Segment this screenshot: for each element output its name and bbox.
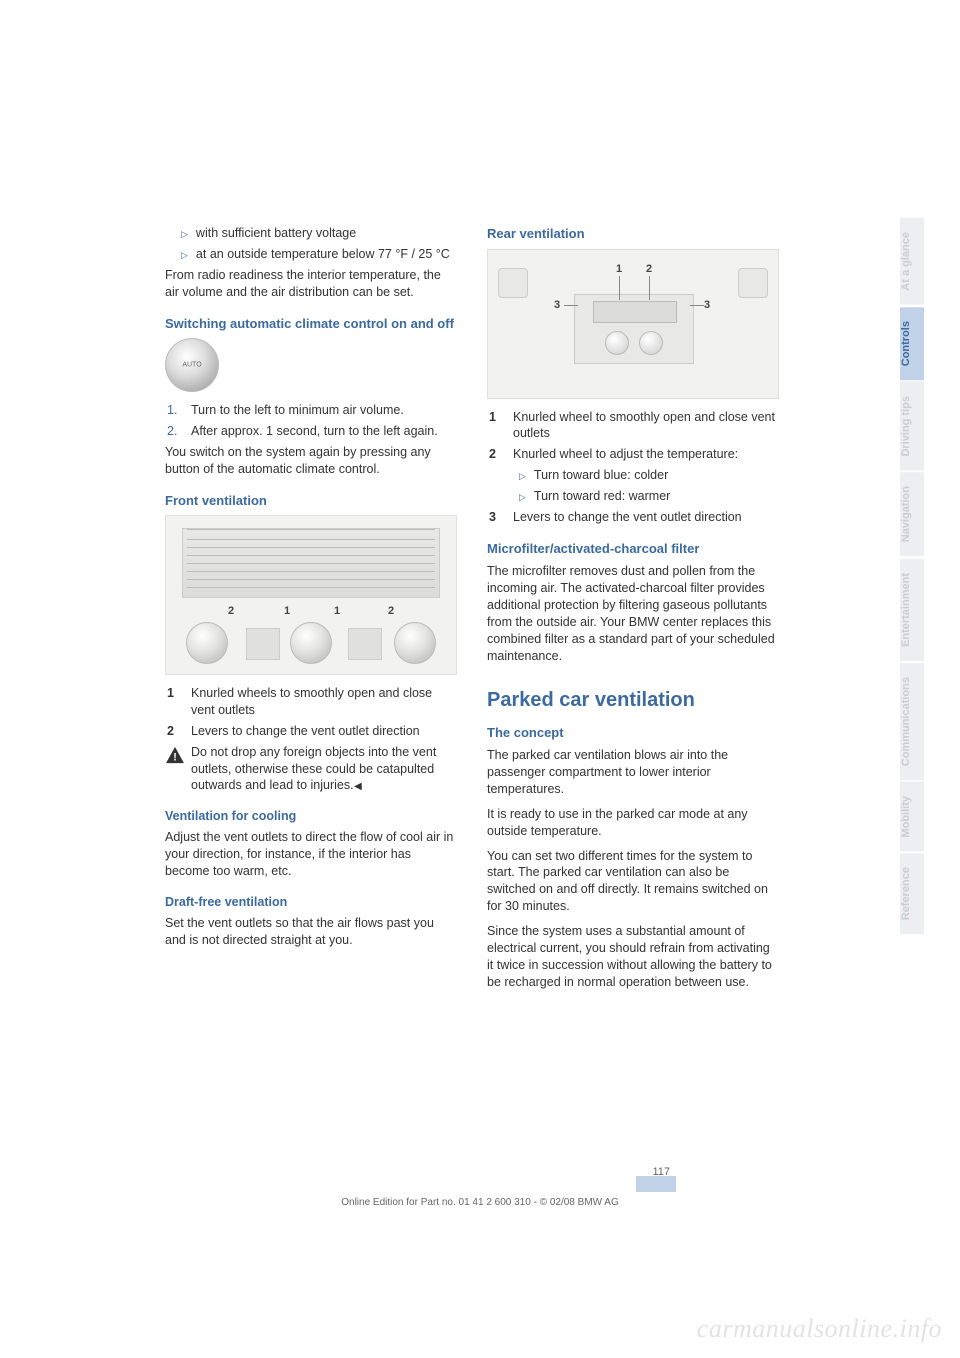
subheading: Rear ventilation (487, 225, 779, 243)
figure-label: 2 (646, 262, 652, 277)
legend-text: Levers to change the vent outlet directi… (513, 509, 742, 526)
bullet-item: ▷ with sufficient battery voltage (165, 225, 457, 242)
figure-label: 2 (228, 604, 234, 619)
figure-label: 1 (334, 604, 340, 619)
content-columns: ▷ with sufficient battery voltage ▷ at a… (165, 225, 860, 999)
subheading: Draft-free ventilation (165, 894, 457, 911)
body-text: Adjust the vent outlets to direct the fl… (165, 829, 457, 880)
front-vent-figure: 2 1 1 2 (165, 515, 457, 675)
watermark: carmanualsonline.info (697, 1314, 942, 1344)
footer-text: Online Edition for Part no. 01 41 2 600 … (0, 1197, 960, 1208)
figure-knob (605, 331, 629, 355)
figure-knob (186, 622, 228, 664)
legend-number: 2 (167, 723, 181, 740)
tab-communications[interactable]: Communications (900, 663, 924, 780)
triangle-icon: ▷ (181, 228, 188, 242)
figure-side (498, 268, 528, 298)
legend-text: Levers to change the vent outlet directi… (191, 723, 420, 740)
figure-vent (593, 301, 677, 323)
legend-item: 3 Levers to change the vent outlet direc… (487, 509, 779, 526)
figure-knob (639, 331, 663, 355)
figure-side (738, 268, 768, 298)
right-column: Rear ventilation 1 2 3 3 1 (487, 225, 779, 999)
step-text: Turn to the left to minimum air volume. (191, 402, 404, 419)
subheading: Microfilter/activated-charcoal filter (487, 540, 779, 558)
figure-label: 1 (284, 604, 290, 619)
step-number: 2. (167, 423, 181, 440)
legend-item: 1 Knurled wheel to smoothly open and clo… (487, 409, 779, 443)
body-text: From radio readiness the interior temper… (165, 267, 457, 301)
legend-number: 2 (489, 446, 503, 463)
tab-at-a-glance[interactable]: At a glance (900, 218, 924, 305)
figure-block (246, 628, 280, 660)
tab-driving-tips[interactable]: Driving tips (900, 382, 924, 471)
page-number-marker (636, 1176, 676, 1192)
step-item: 2. After approx. 1 second, turn to the l… (165, 423, 457, 440)
legend-text: Knurled wheel to smoothly open and close… (513, 409, 779, 443)
legend-number: 3 (489, 509, 503, 526)
subheading: Switching automatic climate control on a… (165, 315, 457, 333)
body-text: Since the system uses a substantial amou… (487, 923, 779, 991)
warning-text: Do not drop any foreign objects into the… (191, 744, 457, 795)
legend-item: 1 Knurled wheels to smoothly open and cl… (165, 685, 457, 719)
side-tabs: At a glance Controls Driving tips Naviga… (900, 218, 924, 937)
figure-knob (290, 622, 332, 664)
figure-panel (574, 294, 694, 364)
figure-knob (394, 622, 436, 664)
triangle-icon: ▷ (519, 491, 526, 505)
bullet-item: ▷ Turn toward red: warmer (487, 488, 779, 505)
step-item: 1. Turn to the left to minimum air volum… (165, 402, 457, 419)
figure-label: 2 (388, 604, 394, 619)
figure-label: 1 (616, 262, 622, 277)
figure-label: 3 (704, 298, 710, 313)
tab-controls[interactable]: Controls (900, 307, 924, 380)
tab-mobility[interactable]: Mobility (900, 782, 924, 852)
rear-vent-figure: 1 2 3 3 (487, 249, 779, 399)
body-text: You switch on the system again by pressi… (165, 444, 457, 478)
legend-item: 2 Knurled wheel to adjust the temperatur… (487, 446, 779, 463)
body-text: The parked car ventilation blows air int… (487, 747, 779, 798)
figure-block (348, 628, 382, 660)
step-text: After approx. 1 second, turn to the left… (191, 423, 438, 440)
body-text: You can set two different times for the … (487, 848, 779, 916)
body-text: The microfilter removes dust and pollen … (487, 563, 779, 664)
subheading: The concept (487, 724, 779, 742)
legend-item: 2 Levers to change the vent outlet direc… (165, 723, 457, 740)
body-text: It is ready to use in the parked car mod… (487, 806, 779, 840)
body-text: Set the vent outlets so that the air flo… (165, 915, 457, 949)
legend-number: 1 (489, 409, 503, 443)
legend-number: 1 (167, 685, 181, 719)
bullet-text: Turn toward blue: colder (534, 467, 668, 484)
left-column: ▷ with sufficient battery voltage ▷ at a… (165, 225, 457, 999)
bullet-text: at an outside temperature below 77 °F / … (196, 246, 450, 263)
bullet-text: Turn toward red: warmer (534, 488, 670, 505)
step-number: 1. (167, 402, 181, 419)
warning-block: ! Do not drop any foreign objects into t… (165, 744, 457, 795)
triangle-icon: ▷ (519, 470, 526, 484)
figure-label: 3 (554, 298, 560, 313)
tab-reference[interactable]: Reference (900, 853, 924, 934)
knob-figure (165, 338, 219, 392)
legend-text: Knurled wheel to adjust the temperature: (513, 446, 738, 463)
subheading: Ventilation for cooling (165, 808, 457, 825)
bullet-item: ▷ at an outside temperature below 77 °F … (165, 246, 457, 263)
section-heading: Parked car ventilation (487, 687, 779, 714)
tab-entertainment[interactable]: Entertainment (900, 559, 924, 661)
subheading: Front ventilation (165, 492, 457, 510)
legend-text: Knurled wheels to smoothly open and clos… (191, 685, 457, 719)
triangle-icon: ▷ (181, 249, 188, 263)
warning-icon: ! (165, 746, 185, 764)
manual-page: ▷ with sufficient battery voltage ▷ at a… (0, 0, 960, 1358)
figure-grille (182, 528, 440, 598)
svg-text:!: ! (173, 751, 177, 763)
bullet-text: with sufficient battery voltage (196, 225, 356, 242)
bullet-item: ▷ Turn toward blue: colder (487, 467, 779, 484)
tab-navigation[interactable]: Navigation (900, 472, 924, 556)
